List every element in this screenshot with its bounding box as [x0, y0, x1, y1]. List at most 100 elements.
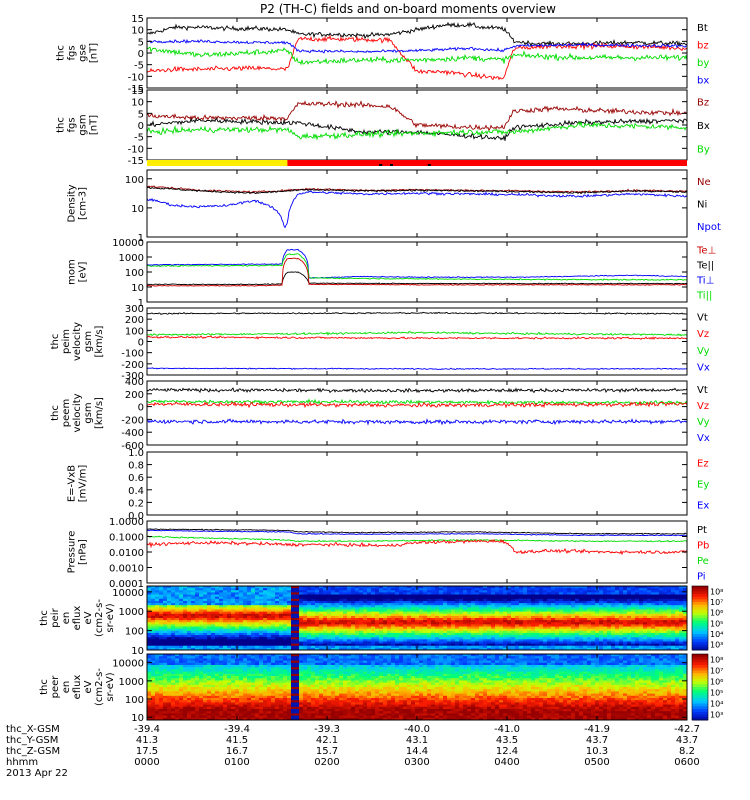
series-group	[147, 387, 687, 426]
y-axis-label-line: thc	[56, 117, 67, 133]
y-axis-label-line: [km/s]	[94, 397, 105, 429]
y-axis-label: thc peer en eflux eV (cm2-s-sr-eV)	[39, 668, 116, 706]
series-line-bx	[147, 38, 687, 54]
y-tick-label: 1	[138, 298, 144, 309]
panel-frame	[146, 307, 688, 376]
panel-7: 0.0 0.20.4 0.60.8 1.0 E=-VxB [mV/m] Ez Ey Ex	[67, 448, 710, 522]
y-axis-label-line: E=-VxB	[67, 465, 78, 502]
x-axis-row-label: thc_Z-GSM	[6, 746, 60, 757]
y-tick-label: 0	[138, 338, 144, 349]
y-tick-label: -200	[121, 360, 144, 371]
legend: Bt bz by bx	[697, 23, 709, 87]
y-axis-label: thc peem velocity gsm [km/s]	[50, 393, 105, 432]
y-tick-label: 1000	[119, 677, 144, 688]
x-axis-value: -39.4	[224, 724, 250, 735]
legend-entry: Npot	[697, 222, 721, 233]
series-line-bz	[147, 34, 687, 81]
series-line-Vx	[147, 367, 687, 371]
legend-entry: Vz	[697, 329, 709, 340]
y-tick-label: 10	[131, 713, 144, 724]
y-tick-label: -600	[121, 441, 144, 452]
series-line-Te⊥	[147, 257, 687, 287]
y-tick-label: 1	[138, 233, 144, 244]
legend: Te⊥ Te|| Ti⊥ Ti||	[696, 246, 716, 302]
y-tick-label: -100	[121, 349, 144, 360]
spectrogram	[147, 586, 687, 650]
y-axis-label: Density [cm-3]	[67, 184, 89, 222]
x-axis-value: -41.0	[494, 724, 520, 735]
y-tick-label: -15	[128, 156, 144, 167]
y-axis-label-line: gsm	[78, 114, 89, 135]
y-axis-label-line: peim	[61, 329, 72, 354]
series-line-Vy	[147, 330, 687, 337]
y-tick-label: 300	[125, 304, 144, 315]
x-axis-value: 43.1	[406, 735, 428, 746]
series-line-Ni	[147, 186, 687, 195]
x-axis-value: 43.5	[496, 735, 518, 746]
y-axis-label: thc peir en eflux eV (cm2-s-sr-eV)	[39, 599, 116, 637]
legend-entry: Ti⊥	[696, 276, 714, 287]
y-axis-label-line: mom	[67, 259, 78, 285]
series-line-Bz	[147, 100, 687, 132]
legend-entry: Vx	[697, 363, 710, 374]
y-tick-label: 100	[125, 627, 144, 638]
colorbar-tick-label: 10³	[710, 711, 723, 720]
x-axis-value: 8.2	[679, 746, 695, 757]
y-tick-label: 1.0	[128, 448, 144, 459]
y-axis-label-line: peer	[50, 675, 61, 699]
legend-entry: Vt	[697, 385, 708, 396]
series-line-Ti⊥	[147, 248, 687, 279]
y-tick-label: 0	[138, 403, 144, 414]
series-line-Npot	[147, 190, 687, 229]
y-tick-label: -5	[134, 133, 144, 144]
x-axis-value: 0100	[224, 757, 249, 768]
x-axis-value: 0600	[674, 757, 699, 768]
legend-entry: Ey	[697, 480, 709, 491]
y-tick-label: 200	[125, 315, 144, 326]
x-axis-value: -39.3	[314, 724, 340, 735]
y-axis-label-line: Density	[67, 184, 78, 222]
x-axis-value: 41.5	[226, 735, 248, 746]
series-line-Vt	[147, 311, 687, 315]
y-tick-label: 100	[125, 326, 144, 337]
y-axis-label-line: [eV]	[78, 262, 89, 283]
legend: Pt Pb Pe Pi	[697, 525, 709, 583]
series-line-Vt	[147, 387, 687, 394]
y-tick-label: 5	[138, 109, 144, 120]
y-axis-label-line: peir	[50, 607, 61, 627]
legend-entry: Pi	[697, 571, 706, 582]
x-axis-date: 2013 Apr 22	[6, 768, 68, 779]
y-axis-label-line: fgs	[67, 45, 78, 60]
legend-entry: Pe	[697, 556, 709, 567]
x-axis-value: 10.3	[586, 746, 608, 757]
panel-frame	[146, 241, 688, 303]
panel-frame	[146, 17, 688, 89]
y-axis-label: Pressure [nPa]	[67, 531, 89, 574]
series-line-Ti||	[147, 253, 687, 281]
y-tick-label: 15	[131, 14, 144, 25]
y-axis-label-line: thc	[50, 334, 61, 350]
y-axis-label-line: Pressure	[67, 531, 78, 574]
y-tick-label: 0	[138, 121, 144, 132]
legend-entry: Ez	[697, 459, 709, 470]
y-tick-label: 15	[131, 86, 144, 97]
legend-entry: Vt	[697, 312, 708, 323]
y-axis-label-line: sr-eV)	[105, 603, 116, 632]
y-tick-label: -200	[121, 415, 144, 426]
x-axis-value: 43.7	[676, 735, 698, 746]
series-group	[147, 21, 687, 81]
series-line-Vz	[147, 400, 687, 409]
y-axis-label-line: eV	[83, 680, 94, 693]
x-axis-value: 0200	[314, 757, 339, 768]
y-tick-label: 0.0010	[109, 564, 144, 575]
legend: Vt Vz Vy Vx	[697, 312, 710, 373]
y-axis-label-line: gse	[78, 44, 89, 62]
y-axis-label-line: peem	[61, 399, 72, 427]
y-axis-label-line: [km/s]	[94, 325, 105, 357]
x-axis-value: 15.7	[316, 746, 338, 757]
